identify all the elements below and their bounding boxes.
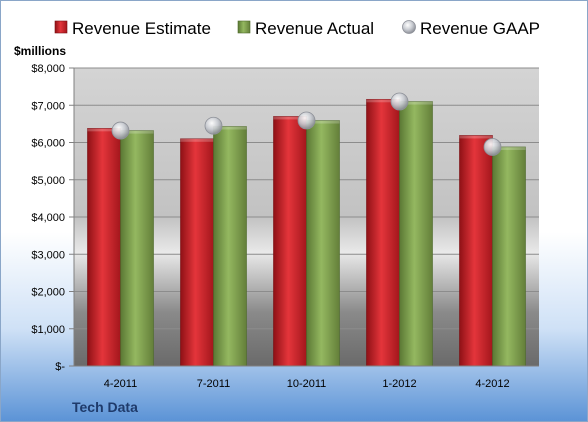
y-axis-label: $millions xyxy=(14,44,66,58)
y-tick-label: $- xyxy=(55,361,65,373)
revenue-gaap-marker-7-2011 xyxy=(204,116,223,135)
revenue-estimate-bar-7-2011 xyxy=(180,138,214,367)
revenue-actual-bar-10-2011 xyxy=(306,120,340,367)
bar-top-highlight xyxy=(366,99,400,103)
bar-top-highlight xyxy=(492,146,526,150)
legend-swatch-revenue-estimate xyxy=(54,20,68,34)
gaap-markers xyxy=(111,92,502,156)
x-tick-label: 4-2012 xyxy=(475,378,509,390)
revenue-estimate-bar-4-2012 xyxy=(459,135,493,367)
bar-series xyxy=(87,98,526,367)
revenue-estimate-bar-4-2011 xyxy=(87,128,121,367)
legend-swatch-revenue-gaap xyxy=(402,20,416,34)
y-axis-ticks: $- $1,000 $2,000 $3,000 $4,000 $5,000 $6,000 $7… xyxy=(31,63,539,373)
footer-label: Tech Data xyxy=(72,399,138,415)
x-tick-label: 10-2011 xyxy=(287,378,327,390)
revenue-estimate-bar-1-2012 xyxy=(366,98,400,367)
bar-top-highlight xyxy=(459,135,493,139)
x-tick-label: 1-2012 xyxy=(382,378,416,390)
bar-top-highlight xyxy=(120,130,154,134)
x-tick-label: 7-2011 xyxy=(197,378,230,390)
y-tick-label: $5,000 xyxy=(31,175,65,187)
revenue-actual-bar-7-2011 xyxy=(213,126,247,367)
bar-top-highlight xyxy=(306,120,340,124)
bar-top-highlight xyxy=(180,138,214,142)
revenue-gaap-marker-1-2012 xyxy=(390,92,409,111)
revenue-gaap-marker-4-2011 xyxy=(111,121,130,140)
legend-label: Revenue Estimate xyxy=(72,19,211,38)
legend-swatch-revenue-actual xyxy=(237,20,251,34)
revenue-actual-bar-4-2012 xyxy=(492,146,526,367)
legend: Revenue Estimate Revenue Actual Revenue GA… xyxy=(54,19,540,38)
y-tick-label: $6,000 xyxy=(31,138,65,150)
y-tick-label: $3,000 xyxy=(31,249,65,261)
x-axis-ticks: 4-2011 7-2011 10-2011 1-2012 4-2012 xyxy=(104,378,510,390)
revenue-actual-bar-1-2012 xyxy=(399,101,433,367)
legend-label: Revenue GAAP xyxy=(420,19,540,38)
revenue-gaap-marker-4-2012 xyxy=(483,138,502,156)
legend-label: Revenue Actual xyxy=(255,19,374,38)
bar-top-highlight xyxy=(213,126,247,130)
bar-top-highlight xyxy=(273,116,307,120)
bar-top-highlight xyxy=(399,101,433,105)
y-tick-label: $4,000 xyxy=(31,212,65,224)
x-tick-label: 4-2011 xyxy=(104,378,137,390)
revenue-gaap-marker-10-2011 xyxy=(297,111,316,130)
y-tick-label: $1,000 xyxy=(31,324,65,336)
bar-top-highlight xyxy=(87,128,121,132)
y-tick-label: $2,000 xyxy=(31,287,65,299)
revenue-estimate-bar-10-2011 xyxy=(273,116,307,367)
revenue-actual-bar-4-2011 xyxy=(120,130,154,367)
y-tick-label: $8,000 xyxy=(31,63,65,75)
y-tick-label: $7,000 xyxy=(31,100,65,112)
